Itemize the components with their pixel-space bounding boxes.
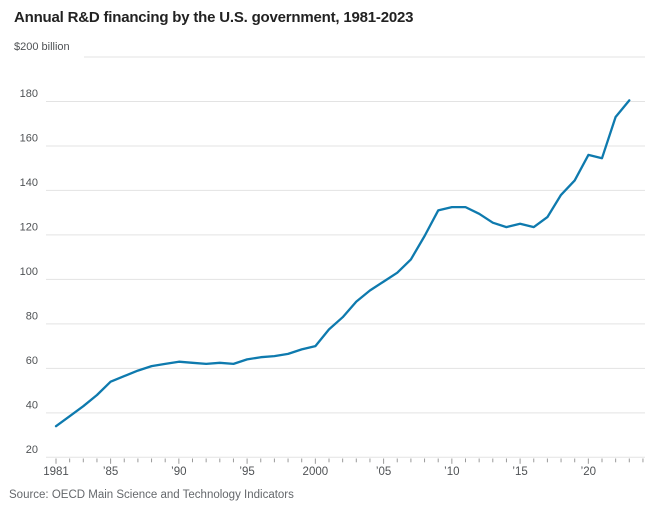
y-axis-tick-label: 160	[20, 132, 38, 144]
y-axis-tick-label: 140	[20, 177, 38, 189]
x-axis-tick-label: ’05	[376, 466, 391, 478]
x-axis-tick-label: ’90	[171, 466, 186, 478]
y-axis-tick-label: 80	[26, 310, 38, 322]
x-axis-tick-label: ’20	[581, 466, 596, 478]
x-axis-tick-label: ’10	[444, 466, 459, 478]
y-axis-tick-label: 20	[26, 444, 38, 456]
source-note: Source: OECD Main Science and Technology…	[9, 489, 294, 501]
x-axis-tick-label: 2000	[303, 466, 329, 478]
rd-financing-line	[54, 99, 631, 428]
y-axis-tick-label: 100	[20, 266, 38, 278]
y-axis-tick-label: 40	[26, 399, 38, 411]
y-axis-tick-label: 180	[20, 88, 38, 100]
x-axis-tick-label: ’95	[239, 466, 254, 478]
x-axis-tick-label: 1981	[43, 466, 69, 478]
y-axis-tick-label: 60	[26, 355, 38, 367]
y-axis-unit-label: $200 billion	[14, 41, 70, 53]
chart-title: Annual R&D financing by the U.S. governm…	[14, 9, 414, 26]
y-axis-tick-label: 120	[20, 221, 38, 233]
x-axis-tick-label: ’85	[103, 466, 118, 478]
x-axis-tick-label: ’15	[512, 466, 527, 478]
